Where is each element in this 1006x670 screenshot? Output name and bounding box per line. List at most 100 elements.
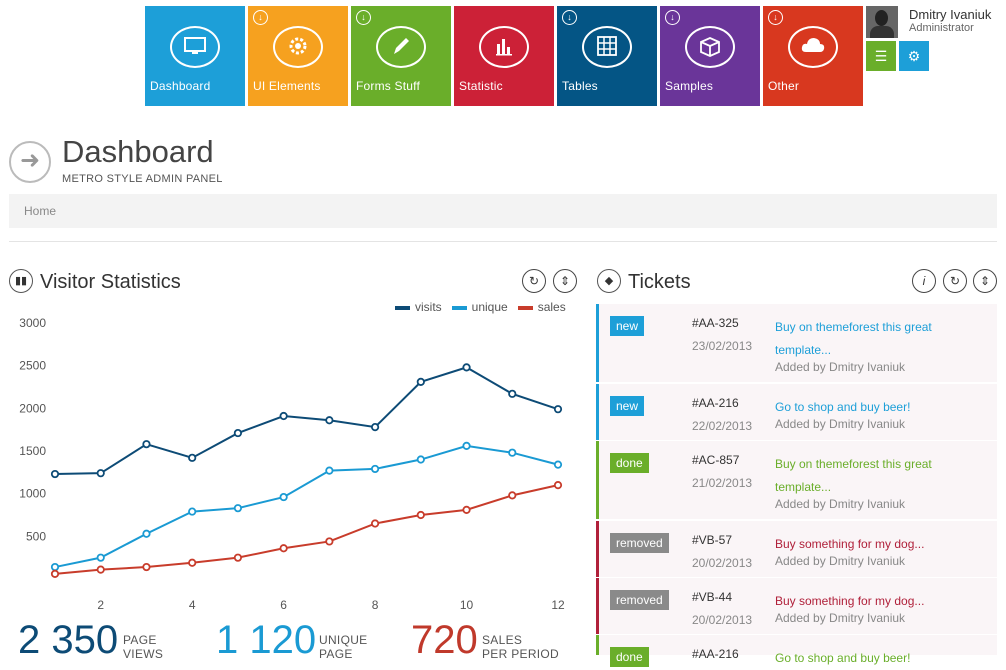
nav-tile-dashboard[interactable]: Dashboard [145, 6, 245, 106]
ticket-description[interactable]: Buy something for my dog... [775, 594, 925, 608]
ticket-row[interactable]: done #AC-857 21/02/2013 Buy on themeforest … [596, 441, 997, 519]
data-point-unique [233, 504, 243, 513]
nav-tile-samples[interactable]: ↓ Samples [660, 6, 760, 106]
ticket-row[interactable]: done #AA-216 Go to shop and buy beer! [596, 635, 997, 667]
list-icon: ☰ [874, 48, 888, 64]
data-point-sales [50, 569, 60, 578]
data-point-unique [325, 466, 334, 475]
ticket-description[interactable]: Buy something for my dog... [775, 537, 925, 551]
breadcrumb: Home [9, 194, 997, 228]
ticket-id: #VB-57 [692, 533, 733, 547]
nav-tile-forms-stuff[interactable]: ↓ Forms Stuff [351, 6, 451, 106]
breadcrumb-home[interactable]: Home [24, 204, 57, 218]
page-subtitle: METRO STYLE ADMIN PANEL [62, 173, 223, 185]
visitor-chart: 500 1000 1500 2000 2500 3000 2 4 6 8 10 12 [19, 316, 565, 612]
ticket-row[interactable]: new #AA-325 23/02/2013 Buy on themeforest t… [596, 304, 997, 382]
ticket-status-bar [596, 635, 599, 655]
stat-value: 2 350 [18, 618, 119, 662]
collapse-button[interactable]: ⇕ [973, 269, 997, 293]
ticket-description[interactable]: Buy on themeforest this great template..… [775, 320, 932, 357]
refresh-button[interactable]: ↻ [522, 269, 546, 293]
legend-item-unique: unique [451, 300, 508, 314]
nav-tile-other[interactable]: ↓ Other [763, 6, 863, 106]
ticket-row[interactable]: new #AA-216 22/02/2013 Go to shop and buy b… [596, 384, 997, 440]
data-point-unique [553, 460, 563, 469]
box-icon [685, 26, 735, 68]
collapse-button[interactable]: ⇕ [553, 269, 577, 293]
menu-button[interactable]: ☰ [866, 41, 896, 71]
collapse-icon: ⇕ [559, 274, 571, 288]
ticket-row[interactable]: removed #VB-57 20/02/2013 Buy something for… [596, 521, 997, 577]
divider [9, 241, 997, 242]
ticket-description[interactable]: Go to shop and buy beer! [775, 400, 911, 414]
ticket-author: Added by Dmitry Ivaniuk [775, 360, 906, 374]
info-button[interactable]: i [912, 269, 936, 293]
user-name: Dmitry Ivaniuk [909, 7, 992, 22]
visitor-statistics-title: Visitor Statistics [40, 271, 181, 293]
status-badge: done [610, 453, 649, 473]
ticket-status-bar [596, 441, 599, 519]
y-tick-label: 500 [26, 529, 46, 543]
ticket-id: #AA-216 [692, 396, 739, 410]
series-line-unique [54, 444, 559, 569]
ticket-description[interactable]: Go to shop and buy beer! [775, 651, 911, 665]
data-point-visits [233, 428, 243, 438]
chevron-down-icon: ↓ [253, 10, 268, 25]
data-point-visits [553, 405, 563, 414]
chart-legend: visits unique sales [395, 300, 576, 314]
avatar[interactable] [866, 6, 898, 38]
ticket-id: #AA-216 [692, 647, 739, 661]
nav-tile-label: Statistic [459, 79, 503, 93]
ticket-id: #AC-857 [692, 453, 740, 467]
x-tick-label: 2 [97, 598, 104, 612]
main-nav: Dashboard ↓ UI Elements ↓ Forms Stuff Stat… [145, 6, 863, 106]
ticket-status-bar [596, 304, 599, 382]
ticket-date: 22/02/2013 [692, 419, 753, 433]
arrow-right-icon: ➜ [9, 141, 51, 183]
nav-tile-ui-elements[interactable]: ↓ UI Elements [248, 6, 348, 106]
nav-tile-tables[interactable]: ↓ Tables [557, 6, 657, 106]
data-point-unique [96, 553, 105, 562]
nav-tile-label: UI Elements [253, 79, 321, 93]
cloud-icon [788, 26, 838, 68]
ticket-id: #AA-325 [692, 316, 739, 330]
stat-value: 1 120 [216, 618, 317, 662]
chevron-down-icon: ↓ [562, 10, 577, 25]
collapse-icon: ⇕ [979, 274, 991, 288]
ticket-status-bar [596, 578, 599, 634]
data-point-sales [462, 505, 471, 514]
data-point-sales [188, 558, 197, 567]
data-point-unique [188, 507, 197, 516]
refresh-button[interactable]: ↻ [943, 269, 967, 293]
settings-button[interactable]: ⚙ [899, 41, 929, 71]
ticket-description[interactable]: Buy on themeforest this great template..… [775, 457, 932, 494]
data-point-visits [325, 416, 334, 425]
nav-tile-statistic[interactable]: Statistic [454, 6, 554, 106]
tag-icon: ◆ [597, 269, 621, 293]
ticket-status-bar [596, 521, 599, 577]
data-point-visits [370, 423, 380, 432]
ticket-row[interactable]: removed #VB-44 20/02/2013 Buy something for… [596, 578, 997, 634]
gears-icon: ⚙ [907, 48, 921, 64]
data-point-unique [142, 529, 151, 538]
data-point-sales [553, 481, 563, 490]
nav-tile-label: Tables [562, 79, 598, 93]
status-badge: new [610, 396, 645, 416]
chevron-down-icon: ↓ [665, 10, 680, 25]
ticket-date: 23/02/2013 [692, 339, 753, 353]
x-tick-label: 4 [189, 598, 196, 612]
x-tick-label: 8 [372, 598, 379, 612]
ticket-author: Added by Dmitry Ivaniuk [775, 417, 906, 431]
stat-label: SALES PER PERIOD [482, 633, 560, 661]
series-line-sales [54, 484, 559, 575]
page-title: Dashboard [62, 134, 214, 169]
user-role: Administrator [909, 22, 974, 34]
data-point-sales [96, 565, 105, 574]
pencil-icon [376, 26, 426, 68]
gear-icon [273, 26, 323, 68]
data-point-visits [462, 363, 471, 372]
data-point-sales [416, 510, 425, 520]
y-tick-label: 1000 [19, 487, 46, 501]
x-tick-label: 6 [280, 598, 287, 612]
chevron-down-icon: ↓ [768, 10, 783, 25]
